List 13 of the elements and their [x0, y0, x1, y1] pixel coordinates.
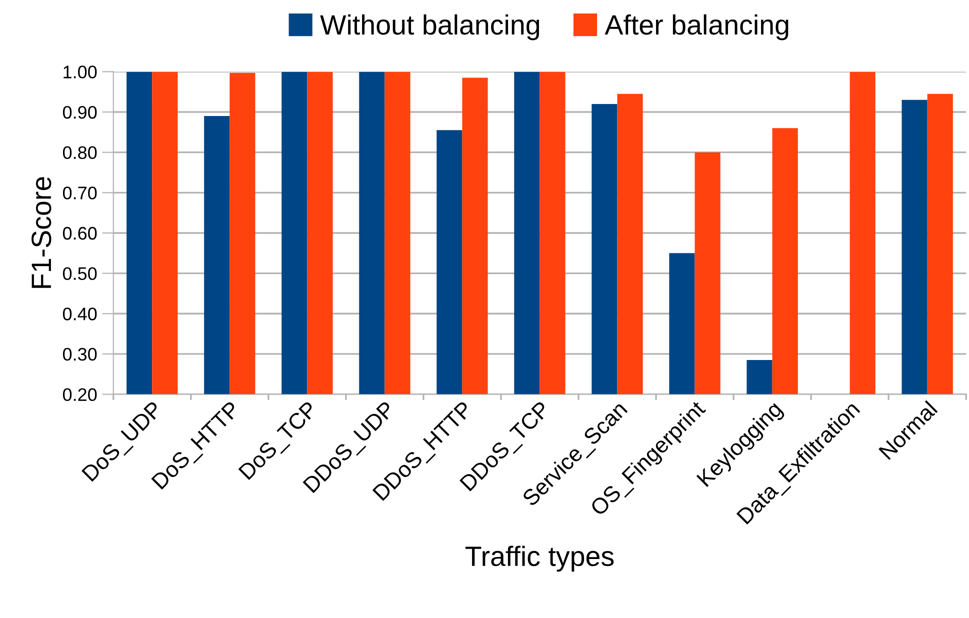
y-tick-label: 1.00	[64, 66, 97, 78]
x-axis-title: Traffic types	[465, 546, 614, 572]
y-tick-label: 0.30	[62, 348, 97, 361]
y-tick-label: 0.70	[62, 186, 97, 200]
y-tick-label: 0.90	[62, 106, 97, 119]
y-tick-label: 0.60	[62, 226, 97, 240]
y-tick-label: 0.80	[62, 146, 97, 160]
y-tick-label: 0.40	[62, 308, 97, 320]
y-axis-title: F1-Score	[32, 177, 52, 288]
legend-label: Without balancing	[320, 14, 540, 40]
y-tick-label: 0.20	[62, 388, 97, 402]
y-tick-label: 0.50	[62, 267, 97, 280]
legend-label: After balancing	[604, 14, 788, 40]
